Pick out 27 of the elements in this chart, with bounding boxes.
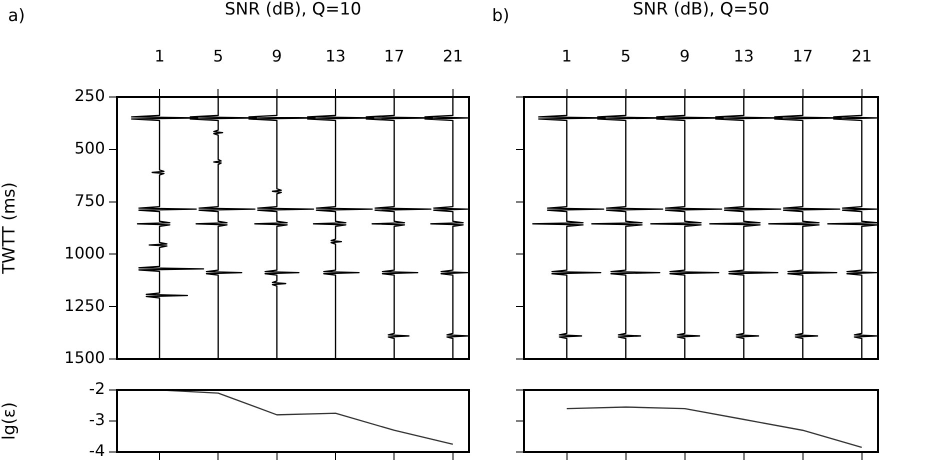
x-tick-label: 17 (384, 46, 404, 66)
y-tick-label: 1500 (64, 348, 105, 368)
y-tick-label: 250 (74, 86, 105, 106)
y-axis-title: TWTT (ms) (0, 182, 20, 275)
x-tick-label: 9 (272, 46, 282, 66)
y-tick-label: -4 (89, 441, 105, 460)
x-tick-label: 5 (620, 46, 631, 66)
y-tick-label: -3 (89, 410, 105, 430)
y-tick-label: -2 (89, 379, 105, 398)
y-tick-label: 500 (74, 138, 105, 158)
x-tick-label: 1 (562, 46, 572, 66)
y-tick-label: 1000 (64, 243, 105, 262)
x-tick-label: 9 (680, 46, 690, 66)
y-axis-title: lg(ε) (0, 402, 20, 440)
y-tick-label: 1250 (64, 296, 105, 315)
x-tick-label: 17 (792, 46, 813, 66)
text: b) (492, 6, 510, 26)
x-tick-label: 21 (442, 46, 464, 66)
x-tick-label: 13 (325, 46, 346, 66)
x-tick-label: 21 (852, 46, 872, 66)
x-tick-label: 1 (154, 46, 165, 66)
x-tick-label: 5 (213, 46, 224, 66)
x-tick-label: 13 (734, 46, 754, 66)
x-axis-title: SNR (dB), Q=50 (632, 0, 770, 20)
y-tick-label: 750 (74, 190, 105, 210)
x-axis-title: SNR (dB), Q=10 (224, 0, 362, 20)
text: a) (8, 6, 26, 26)
